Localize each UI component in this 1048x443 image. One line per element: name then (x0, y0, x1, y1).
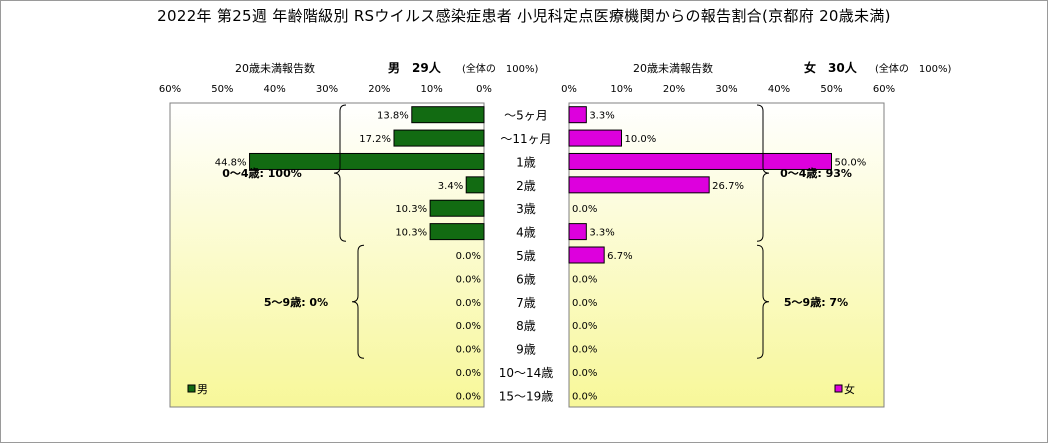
chart-title: 2022年 第25週 年齢階級別 RSウイルス感染症患者 小児科定点医療機関から… (157, 7, 891, 25)
male-bar (249, 152, 485, 170)
category-label: 8歳 (516, 319, 536, 333)
male-data-label: 0.0% (456, 274, 481, 285)
category-label: 9歳 (516, 343, 536, 357)
female-header: 女 30人 (804, 60, 858, 75)
female-tick-label: 60% (873, 84, 895, 95)
male-data-label: 10.3% (395, 204, 427, 215)
category-label: 2歳 (516, 179, 536, 193)
female-tick-label: 10% (610, 84, 632, 95)
female-legend-swatch (834, 384, 843, 393)
female-header-note: (全体の 100%) (875, 62, 951, 75)
female-data-label: 0.0% (572, 274, 597, 285)
male-tick-label: 20% (368, 84, 390, 95)
male-bar (411, 106, 485, 124)
category-label: 4歳 (516, 226, 536, 240)
male-legend-swatch (187, 384, 196, 393)
category-label: 10～14歳 (499, 366, 554, 380)
female-legend-label: 女 (844, 382, 855, 396)
male-group-brace (333, 104, 347, 242)
male-plot-area (169, 102, 485, 408)
female-bar (568, 129, 622, 147)
male-tick-label: 0% (476, 84, 492, 95)
female-data-label: 10.0% (625, 134, 657, 145)
male-data-label: 0.0% (456, 345, 481, 356)
female-tick-label: 40% (768, 84, 790, 95)
female-data-label: 0.0% (572, 345, 597, 356)
category-label: 3歳 (516, 202, 536, 216)
female-data-label: 0.0% (572, 368, 597, 379)
male-data-label: 0.0% (456, 251, 481, 262)
male-tick-label: 60% (159, 84, 181, 95)
male-data-label: 0.0% (456, 298, 481, 309)
female-tick-label: 0% (561, 84, 577, 95)
category-label: 6歳 (516, 272, 536, 286)
female-data-label: 50.0% (835, 157, 867, 168)
male-data-label: 13.8% (377, 111, 409, 122)
male-legend-label: 男 (197, 383, 208, 396)
female-tick-label: 30% (715, 84, 737, 95)
female-data-label: 0.0% (572, 391, 597, 402)
male-group-label: 0～4歳: 100% (222, 166, 302, 180)
female-axis-title: 20歳未満報告数 (633, 62, 713, 75)
female-data-label: 6.7% (607, 251, 632, 262)
male-data-label: 3.4% (438, 181, 463, 192)
female-tick-label: 20% (663, 84, 685, 95)
female-data-label: 3.3% (589, 228, 614, 239)
female-bar (568, 152, 832, 170)
male-tick-label: 30% (316, 84, 338, 95)
category-label: 7歳 (516, 296, 536, 310)
female-tick-label: 50% (820, 84, 842, 95)
male-group-brace (351, 244, 365, 359)
male-bar (465, 176, 485, 194)
male-data-label: 0.0% (456, 321, 481, 332)
female-data-label: 3.3% (589, 111, 614, 122)
female-bar (568, 106, 587, 124)
category-label: 5歳 (516, 249, 536, 263)
male-data-label: 44.8% (215, 157, 247, 168)
male-axis-title: 20歳未満報告数 (235, 62, 315, 75)
female-data-label: 26.7% (712, 181, 744, 192)
male-bar (429, 223, 485, 241)
male-data-label: 17.2% (359, 134, 391, 145)
female-bar (568, 223, 587, 241)
male-bar (393, 129, 485, 147)
male-header-note: (全体の 100%) (462, 62, 538, 75)
female-data-label: 0.0% (572, 298, 597, 309)
female-data-label: 0.0% (572, 321, 597, 332)
male-tick-label: 50% (211, 84, 233, 95)
female-group-label: 0～4歳: 93% (780, 166, 852, 180)
female-group-brace (756, 244, 770, 359)
category-label: ～5ヶ月 (504, 109, 548, 123)
male-data-label: 10.3% (395, 228, 427, 239)
female-bar (568, 246, 605, 264)
male-tick-label: 10% (421, 84, 443, 95)
category-label: ～11ヶ月 (500, 132, 551, 146)
category-label: 15～19歳 (499, 389, 554, 403)
male-tick-label: 40% (264, 84, 286, 95)
male-header: 男 29人 (388, 60, 442, 75)
category-label: 1歳 (516, 155, 536, 169)
male-group-label: 5～9歳: 0% (264, 295, 328, 309)
female-data-label: 0.0% (572, 204, 597, 215)
female-group-label: 5～9歳: 7% (784, 295, 848, 309)
male-data-label: 0.0% (456, 368, 481, 379)
male-data-label: 0.0% (456, 391, 481, 402)
female-group-brace (756, 104, 770, 242)
male-bar (429, 199, 485, 217)
female-bar (568, 176, 710, 194)
